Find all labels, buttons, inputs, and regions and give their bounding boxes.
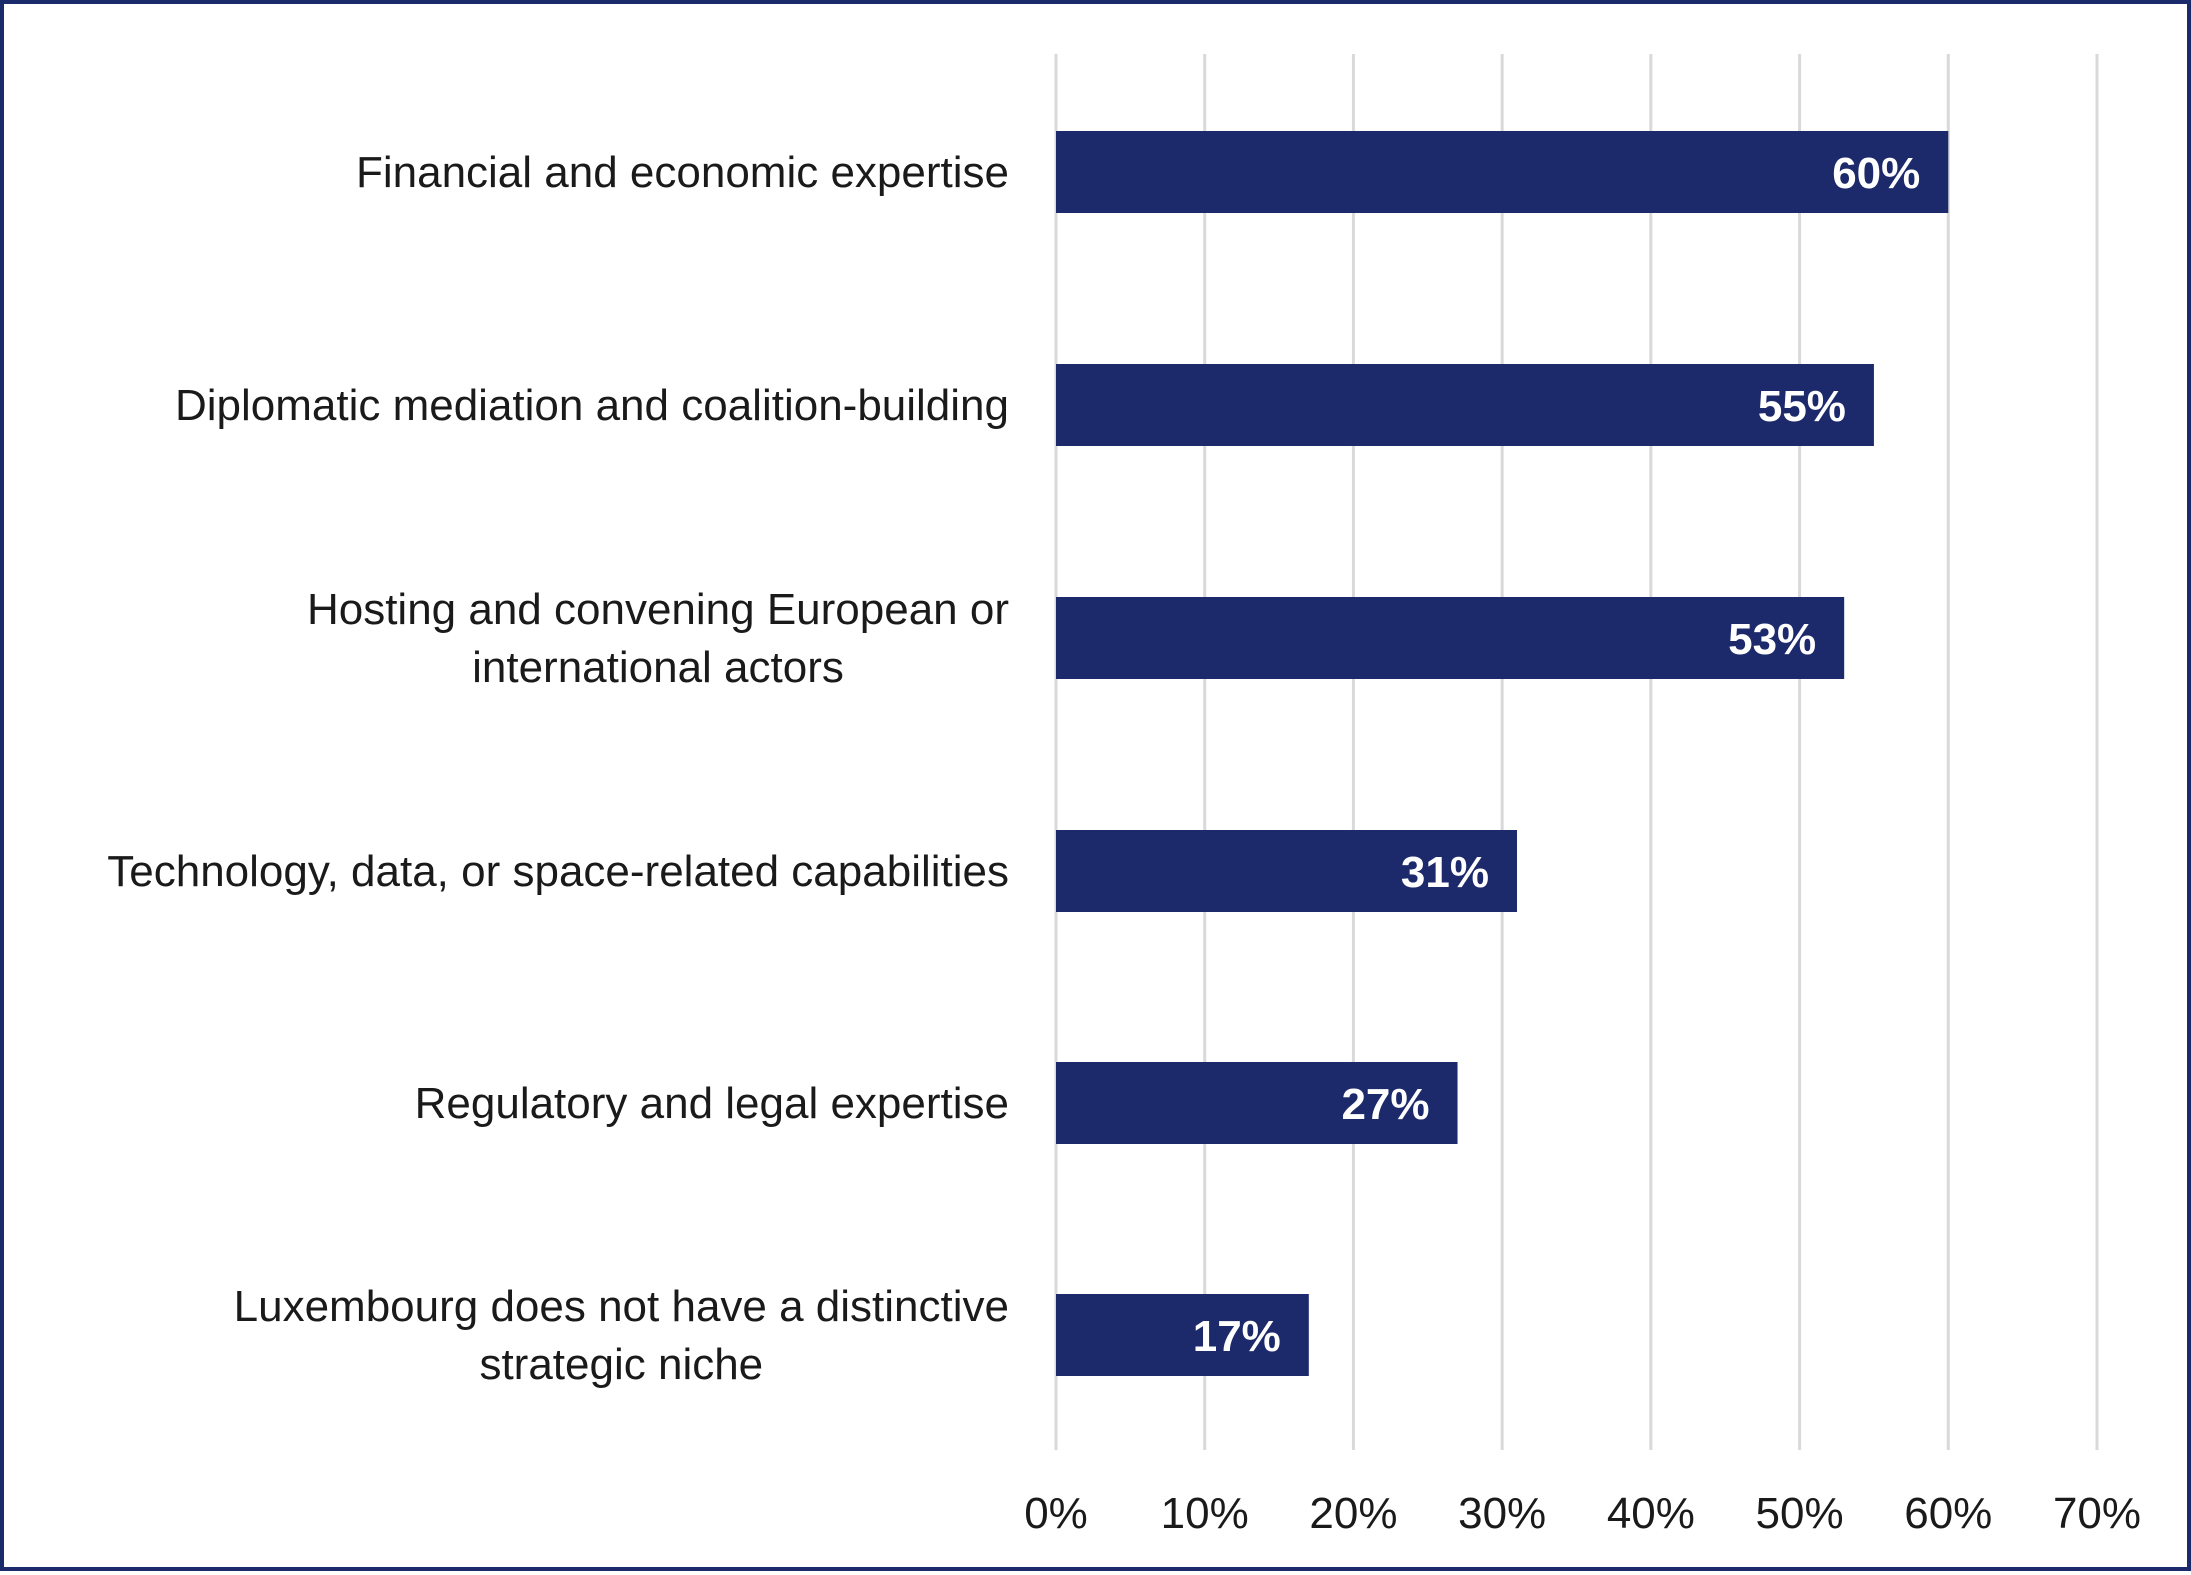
bar-0 xyxy=(1056,131,1949,213)
bar-chart: 60% 55% 53% 31% 27% 17% Financial and economi… xyxy=(107,54,2141,1538)
x-axis-tick-labels: 0% 10% 20% 30% 40% 50% 60% 70% xyxy=(1024,1489,2141,1538)
x-tick-label-20: 20% xyxy=(1309,1489,1397,1538)
category-label-5-line-0: Luxembourg does not have a distinctive xyxy=(234,1282,1009,1331)
category-label-2-line-0: Hosting and convening European or xyxy=(307,585,1009,634)
bar-1 xyxy=(1056,364,1874,446)
x-tick-label-60: 60% xyxy=(1904,1489,1992,1538)
data-label-3: 31% xyxy=(1401,848,1489,897)
category-label-2-line-1: international actors xyxy=(472,643,844,692)
bar-4 xyxy=(1056,1062,1458,1144)
bar-3 xyxy=(1056,830,1518,912)
x-tick-label-0: 0% xyxy=(1024,1489,1088,1538)
data-label-2: 53% xyxy=(1728,615,1816,664)
category-label-0-line-0: Financial and economic expertise xyxy=(356,148,1009,197)
category-label-2: Hosting and convening European or interna… xyxy=(307,585,1009,692)
category-label-0: Financial and economic expertise xyxy=(356,148,1009,197)
x-tick-label-40: 40% xyxy=(1607,1489,1695,1538)
data-label-4: 27% xyxy=(1341,1080,1429,1129)
category-label-4: Regulatory and legal expertise xyxy=(415,1079,1009,1128)
x-tick-label-70: 70% xyxy=(2053,1489,2141,1538)
data-label-1: 55% xyxy=(1758,382,1846,431)
category-label-1-line-0: Diplomatic mediation and coalition-build… xyxy=(175,381,1009,430)
data-label-5: 17% xyxy=(1193,1312,1281,1361)
category-label-5: Luxembourg does not have a distinctive st… xyxy=(234,1282,1009,1389)
category-label-3: Technology, data, or space-related capab… xyxy=(107,847,1009,896)
x-tick-label-30: 30% xyxy=(1458,1489,1546,1538)
data-label-0: 60% xyxy=(1832,149,1920,198)
bars: 60% 55% 53% 31% 27% 17% xyxy=(1056,131,1949,1376)
gridlines xyxy=(1054,54,2099,1450)
x-tick-label-10: 10% xyxy=(1161,1489,1249,1538)
bar-5 xyxy=(1056,1294,1309,1376)
category-label-5-line-1: strategic niche xyxy=(479,1340,763,1389)
category-label-3-line-0: Technology, data, or space-related capab… xyxy=(107,847,1009,896)
bar-2 xyxy=(1056,597,1845,679)
x-tick-label-50: 50% xyxy=(1756,1489,1844,1538)
category-label-4-line-0: Regulatory and legal expertise xyxy=(415,1079,1009,1128)
category-labels: Financial and economic expertise Diplomat… xyxy=(107,148,1009,1389)
category-label-1: Diplomatic mediation and coalition-build… xyxy=(175,381,1009,430)
